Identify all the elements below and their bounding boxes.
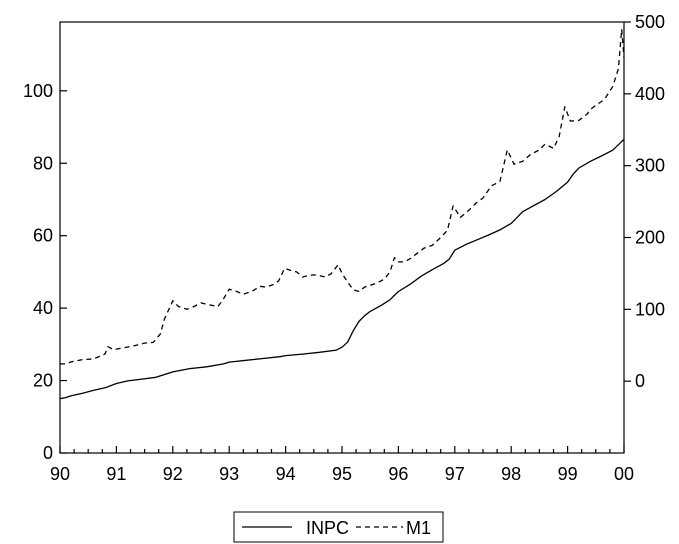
legend-box [233,511,444,543]
series-line-inpc [59,138,625,400]
x-tick-label: 91 [106,464,126,484]
y-right-tick-label: 0 [635,371,645,391]
y-left-tick-label: 20 [33,371,53,391]
x-tick-label: 93 [219,464,239,484]
x-tick-label: 00 [614,464,634,484]
y-left-tick-label: 60 [33,226,53,246]
y-right-tick-label: 100 [635,299,665,319]
x-axis: 90 91 92 93 94 95 96 97 98 99 00 [50,446,634,484]
y-left-tick-label: 80 [33,153,53,173]
y-left-tick-label: 40 [33,298,53,318]
y-left-tick-label: 0 [43,443,53,463]
x-tick-label: 99 [558,464,578,484]
legend-label-inpc: INPC [306,518,349,538]
x-tick-label: 94 [276,464,296,484]
legend: INPC M1 [233,511,444,543]
x-tick-label: 92 [163,464,183,484]
x-tick-label: 98 [501,464,521,484]
x-tick-label: 97 [445,464,465,484]
y-axis-right: 0 100 200 300 400 500 [624,12,665,391]
y-axis-left: 0 20 40 60 80 100 [23,81,67,463]
x-tick-label: 96 [388,464,408,484]
y-right-tick-label: 200 [635,228,665,248]
legend-label-m1: M1 [406,518,431,538]
x-tick-label: 90 [50,464,70,484]
plot-frame [59,21,625,454]
y-right-tick-label: 400 [635,84,665,104]
series-layer [59,28,625,400]
y-right-tick-label: 300 [635,156,665,176]
x-tick-label: 95 [332,464,352,484]
series-line-m1 [60,28,625,365]
y-left-tick-label: 100 [23,81,53,101]
y-right-tick-label: 500 [635,12,665,32]
